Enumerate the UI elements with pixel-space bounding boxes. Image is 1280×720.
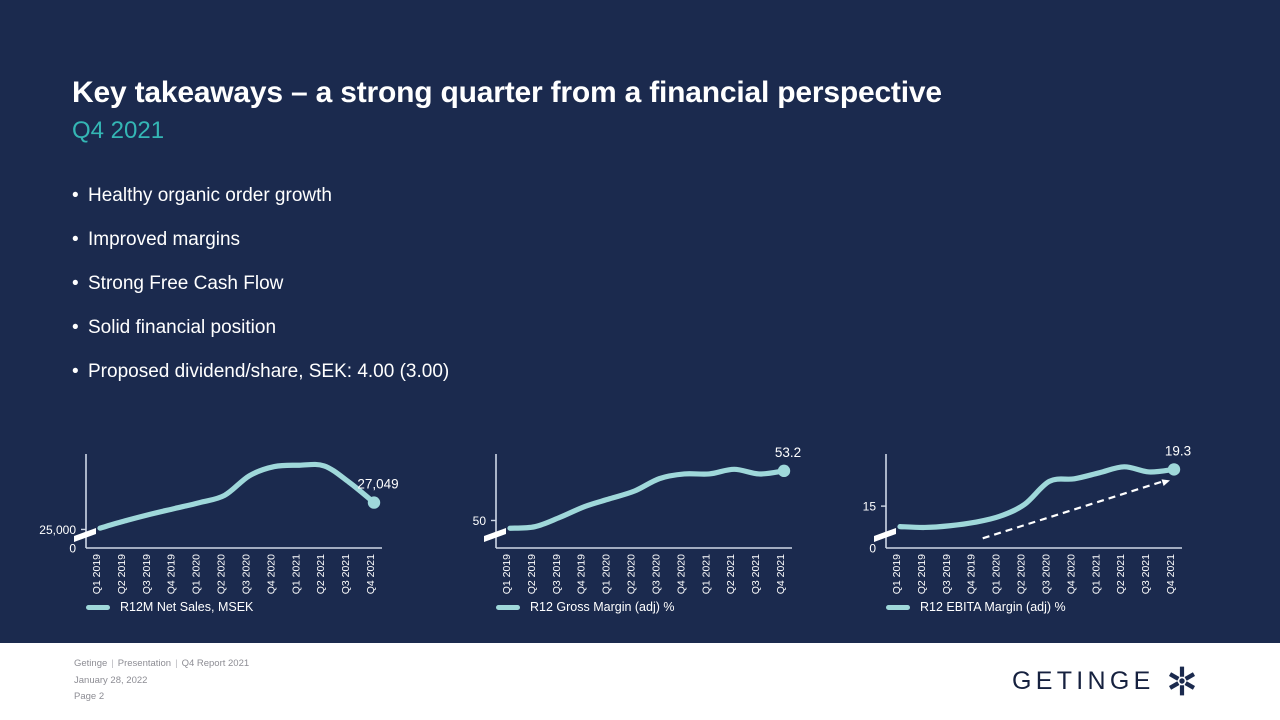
svg-text:Q3 2019: Q3 2019 [941,554,953,594]
svg-text:Q2 2020: Q2 2020 [1016,554,1028,594]
svg-text:Q2 2019: Q2 2019 [526,554,538,594]
svg-text:Q2 2020: Q2 2020 [626,554,638,594]
footer-page-number: Page 2 [74,691,105,702]
svg-text:25,000: 25,000 [39,523,76,537]
footer-date: January 28, 2022 [74,674,148,686]
list-item-label: Healthy organic order growth [88,185,332,206]
legend-swatch-icon [496,604,520,610]
svg-text:Q1 2021: Q1 2021 [290,554,302,594]
logo-wordmark: GETINGE [1012,666,1155,695]
chart-ebita-margin-svg: 0 15 19.3 Q1 2019 Q2 2019 Q3 2019 Q4 2019 Q1 20… [863,443,1192,594]
svg-text:Q1 2020: Q1 2020 [191,554,203,594]
chart-ebita-margin: 0 15 19.3 Q1 2019 Q2 2019 Q3 2019 Q4 2019 Q1 20… [820,440,1220,635]
svg-text:Q1 2020: Q1 2020 [991,554,1003,594]
page-subtitle: Q4 2021 [72,117,165,144]
svg-text:19.3: 19.3 [1165,443,1191,458]
svg-text:Q2 2019: Q2 2019 [916,554,928,594]
list-item-label: Proposed dividend/share, SEK: 4.00 (3.00… [88,361,450,382]
footer-meta: Getinge | Presentation | Q4 Report 2021 Janu… [74,656,249,706]
footer-separator: | [175,658,178,669]
svg-text:Q3 2020: Q3 2020 [1040,554,1052,594]
svg-text:Q1 2020: Q1 2020 [601,554,613,594]
bullet-marker-icon: • [72,229,79,250]
list-item-label: Solid financial position [88,317,277,338]
bullet-marker-icon: • [72,273,79,294]
bullet-marker-icon: • [72,361,79,382]
svg-text:Q1 2019: Q1 2019 [501,554,513,594]
legend-label: R12M Net Sales, MSEK [120,600,254,614]
svg-text:Q3 2021: Q3 2021 [340,554,352,594]
slide-background [0,0,1280,643]
svg-text:27,049: 27,049 [357,477,398,492]
chart-gross-margin: 50 53.2 Q1 2019 Q2 2019 Q3 2019 Q4 2019 Q1 202… [430,440,830,635]
footer-breadcrumb: Getinge | Presentation | Q4 Report 2021 [74,656,249,673]
svg-text:0: 0 [69,542,76,556]
bullet-list: • Healthy organic order growth • Improve… [72,186,772,406]
svg-text:Q3 2019: Q3 2019 [551,554,563,594]
svg-text:50: 50 [473,514,487,528]
svg-text:Q2 2021: Q2 2021 [1115,554,1127,594]
list-item: • Improved margins [72,230,772,274]
charts-row: 0 25,000 27,049 Q1 2019 Q2 2019 Q3 2019 Q4 201… [0,440,1280,635]
svg-text:Q4 2019: Q4 2019 [576,554,588,594]
svg-text:Q3 2020: Q3 2020 [240,554,252,594]
svg-text:Q4 2019: Q4 2019 [966,554,978,594]
svg-text:Q3 2021: Q3 2021 [750,554,762,594]
svg-text:Q4 2021: Q4 2021 [1165,554,1177,594]
list-item: • Strong Free Cash Flow [72,274,772,318]
svg-text:Q3 2021: Q3 2021 [1140,554,1152,594]
svg-text:Q1 2021: Q1 2021 [700,554,712,594]
legend-swatch-icon [886,604,910,610]
svg-text:Q4 2020: Q4 2020 [1065,554,1077,594]
svg-text:Q1 2019: Q1 2019 [891,554,903,594]
chart-net-sales-legend: R12M Net Sales, MSEK [20,600,420,614]
svg-text:0: 0 [869,542,876,556]
footer-company: Getinge [74,658,108,669]
footer-report: Q4 Report 2021 [181,658,250,669]
svg-text:Q4 2021: Q4 2021 [775,554,787,594]
svg-text:Q2 2021: Q2 2021 [315,554,327,594]
getinge-asterisk-icon [1167,666,1197,696]
legend-label: R12 EBITA Margin (adj) % [920,600,1066,614]
chart-ebita-margin-legend: R12 EBITA Margin (adj) % [820,600,1220,614]
svg-text:Q2 2021: Q2 2021 [725,554,737,594]
svg-text:Q1 2021: Q1 2021 [1090,554,1102,594]
legend-swatch-icon [86,604,110,610]
footer-background [0,643,1280,720]
svg-text:Q3 2019: Q3 2019 [141,554,153,594]
page-title: Key takeaways – a strong quarter from a … [72,76,942,109]
svg-text:Q4 2020: Q4 2020 [265,554,277,594]
chart-net-sales-svg: 0 25,000 27,049 Q1 2019 Q2 2019 Q3 2019 Q4 201… [39,454,399,594]
svg-text:Q4 2019: Q4 2019 [166,554,178,594]
bullet-marker-icon: • [72,185,79,206]
svg-text:Q4 2021: Q4 2021 [365,554,377,594]
chart-gross-margin-legend: R12 Gross Margin (adj) % [430,600,830,614]
legend-label: R12 Gross Margin (adj) % [530,600,675,614]
svg-text:Q1 2019: Q1 2019 [91,554,103,594]
svg-text:Q3 2020: Q3 2020 [650,554,662,594]
svg-text:Q2 2019: Q2 2019 [116,554,128,594]
list-item: • Healthy organic order growth [72,186,772,230]
svg-text:15: 15 [863,500,877,514]
list-item-label: Strong Free Cash Flow [88,273,284,294]
getinge-logo: GETINGE [1012,666,1197,696]
bullet-marker-icon: • [72,317,79,338]
svg-text:53.2: 53.2 [775,445,801,460]
footer-separator: | [111,658,114,669]
svg-text:Q4 2020: Q4 2020 [675,554,687,594]
footer-doc-type: Presentation [117,658,172,669]
chart-gross-margin-svg: 50 53.2 Q1 2019 Q2 2019 Q3 2019 Q4 2019 Q1 202… [473,445,802,594]
list-item-label: Improved margins [88,229,241,250]
svg-text:Q2 2020: Q2 2020 [216,554,228,594]
list-item: • Solid financial position [72,318,772,362]
list-item: • Proposed dividend/share, SEK: 4.00 (3.… [72,362,772,406]
chart-net-sales: 0 25,000 27,049 Q1 2019 Q2 2019 Q3 2019 Q4 201… [20,440,420,635]
